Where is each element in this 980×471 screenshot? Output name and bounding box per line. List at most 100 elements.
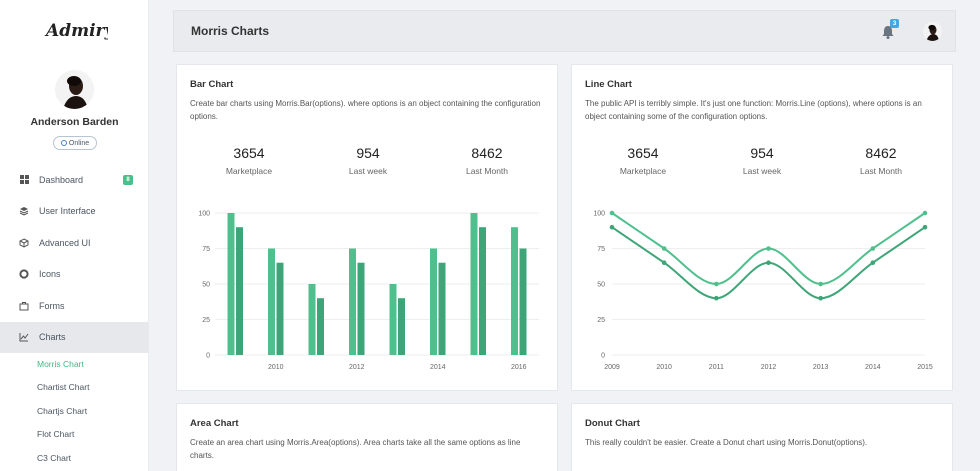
- y-tick-label: 0: [601, 353, 605, 360]
- bar: [519, 248, 527, 355]
- bar: [357, 262, 365, 355]
- stat-value: 8462: [865, 145, 897, 161]
- submenu-item-chartjs-chart[interactable]: Chartjs Chart: [37, 405, 88, 416]
- stat-last-month: 8462 Last Month: [826, 145, 936, 176]
- bar: [389, 284, 397, 355]
- card-title: Line Chart: [585, 79, 632, 90]
- user-avatar[interactable]: [923, 22, 942, 41]
- x-tick-label: 2015: [917, 364, 933, 371]
- x-tick-label: 2012: [349, 364, 365, 371]
- sidebar-item-user-interface[interactable]: User Interface: [0, 196, 149, 228]
- x-tick-label: 2014: [430, 364, 446, 371]
- y-tick-label: 50: [202, 282, 210, 289]
- card-description: The public API is terribly simple. It's …: [585, 99, 922, 121]
- y-tick-label: 0: [206, 353, 210, 360]
- sidebar: Admiry Anderson Barden Online Dashboard …: [0, 0, 149, 471]
- stat-marketplace: 3654 Marketplace: [588, 145, 698, 176]
- data-point: [818, 295, 823, 301]
- data-point: [714, 295, 719, 301]
- briefcase-icon: [19, 301, 29, 311]
- x-tick-label: 2016: [511, 364, 527, 371]
- layers-icon: [19, 206, 29, 216]
- bar: [268, 248, 275, 355]
- stat-label: Last Month: [465, 166, 509, 176]
- app-logo[interactable]: Admiry: [44, 14, 115, 46]
- status-text: Online: [68, 139, 90, 147]
- stat-label: Marketplace: [619, 166, 667, 176]
- data-point: [661, 260, 667, 265]
- stat-last-week: 954 Last week: [707, 145, 817, 176]
- bar: [349, 248, 356, 355]
- profile-avatar[interactable]: [55, 70, 94, 109]
- status-badge: Online: [53, 136, 97, 150]
- profile-name: Anderson Barden: [30, 116, 119, 128]
- data-point: [714, 281, 719, 287]
- y-tick-label: 50: [597, 282, 605, 289]
- stat-label: Marketplace: [225, 166, 273, 176]
- bar: [317, 298, 324, 355]
- logo-wordmark: Admiry: [44, 21, 115, 41]
- x-tick-label: 2010: [656, 364, 672, 371]
- stat-label: Last week: [742, 166, 782, 176]
- charts-submenu: Morris Chart Chartist Chart Chartjs Char…: [0, 352, 149, 470]
- x-tick-label: 2011: [709, 364, 724, 371]
- card-title: Donut Chart: [585, 418, 640, 429]
- area-chart-card: Area Chart Create an area chart using Mo…: [176, 403, 558, 471]
- dashboard-count-badge: 8: [123, 175, 133, 185]
- submenu-item-flot-chart[interactable]: Flot Chart: [37, 429, 75, 440]
- card-description: Create an area chart using Morris.Area(o…: [190, 438, 521, 460]
- line-chart: 0 25 50 75 100 2009 2010 2011 2012 2013 2014 2015: [593, 210, 933, 372]
- stat-value: 3654: [233, 145, 265, 161]
- notification-bell-icon[interactable]: [880, 24, 896, 40]
- stat-value: 3654: [627, 145, 659, 161]
- x-tick-label: 2010: [268, 364, 284, 371]
- stat-value: 954: [750, 145, 774, 161]
- data-point: [922, 224, 928, 230]
- data-point: [609, 210, 615, 216]
- stat-marketplace: 3654 Marketplace: [194, 145, 304, 176]
- submenu-item-c3-chart[interactable]: C3 Chart: [37, 452, 72, 463]
- bar: [276, 262, 284, 355]
- y-tick-label: 75: [597, 246, 605, 253]
- bar: [398, 298, 405, 355]
- sidebar-item-charts[interactable]: Charts: [0, 321, 149, 353]
- x-tick-label: 2009: [604, 364, 620, 371]
- y-tick-label: 25: [202, 317, 210, 324]
- bar: [227, 213, 235, 355]
- page-title: Morris Charts: [191, 24, 270, 38]
- x-tick-label: 2014: [865, 364, 881, 371]
- data-point: [766, 260, 771, 265]
- submenu-item-chartist-chart[interactable]: Chartist Chart: [37, 382, 90, 393]
- y-tick-label: 100: [198, 211, 210, 218]
- bar: [479, 227, 486, 355]
- bar: [470, 213, 478, 355]
- bar: [430, 248, 437, 355]
- data-point: [766, 246, 771, 251]
- card-title: Bar Chart: [190, 79, 234, 90]
- stat-last-month: 8462 Last Month: [432, 145, 542, 176]
- submenu-item-morris-chart[interactable]: Morris Chart: [37, 358, 84, 369]
- card-title: Area Chart: [190, 418, 239, 429]
- dashboard-icon: [19, 175, 29, 185]
- x-tick-label: 2013: [813, 364, 829, 371]
- line-chart-icon: [19, 332, 29, 342]
- bar: [236, 227, 243, 355]
- sidebar-item-label: Charts: [39, 332, 66, 343]
- sidebar-item-dashboard[interactable]: Dashboard 8: [0, 164, 149, 196]
- sidebar-item-advanced-ui[interactable]: Advanced UI: [0, 227, 149, 259]
- y-tick-label: 25: [597, 317, 605, 324]
- svg-text:Admiry: Admiry: [44, 21, 108, 41]
- sidebar-item-label: Dashboard: [39, 174, 84, 185]
- sidebar-item-icons[interactable]: Icons: [0, 259, 149, 291]
- donut-chart-card: Donut Chart This really couldn't be easi…: [571, 403, 953, 471]
- y-tick-label: 75: [202, 246, 210, 253]
- card-description: Create bar charts using Morris.Bar(optio…: [190, 99, 541, 121]
- line-chart-card: Line Chart The public API is terribly si…: [571, 64, 953, 391]
- data-point: [661, 246, 667, 251]
- sidebar-item-label: User Interface: [39, 206, 96, 217]
- bar: [308, 284, 316, 355]
- data-point: [818, 281, 823, 287]
- stat-last-week: 954 Last week: [313, 145, 423, 176]
- cube-icon: [19, 238, 29, 248]
- sidebar-item-forms[interactable]: Forms: [0, 290, 149, 322]
